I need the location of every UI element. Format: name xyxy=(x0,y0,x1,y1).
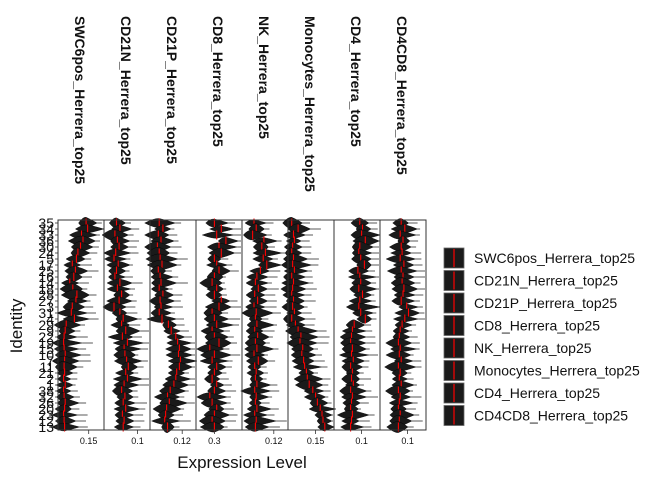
panels xyxy=(51,217,427,433)
facet-panel xyxy=(144,218,197,433)
y-tick-label: 23 xyxy=(38,407,54,423)
x-tick-label: 0.15 xyxy=(307,436,325,446)
y-tick-label: 30 xyxy=(38,239,54,255)
x-axis-ticks: 0.15 0.1 0.12 0.3 0.12 0.15 0.1 0.1 xyxy=(80,430,414,446)
facet-title: CD21N_Herrera_top25 xyxy=(118,16,134,165)
legend-label: CD4CD8_Herrera_top25 xyxy=(474,408,628,424)
facet-title: NK_Herrera_top25 xyxy=(256,16,272,139)
y-tick-label: 29 xyxy=(38,317,54,333)
x-tick-label: 0.1 xyxy=(401,436,414,446)
violin xyxy=(258,260,283,270)
x-tick-label: 0.15 xyxy=(80,436,98,446)
violin xyxy=(392,315,419,323)
violin xyxy=(340,423,365,431)
y-tick-label: 27 xyxy=(38,293,54,309)
y-tick-label: 26 xyxy=(38,395,54,411)
legend-key xyxy=(443,270,465,291)
panel-border xyxy=(379,219,427,431)
violin xyxy=(103,248,132,258)
legend-key xyxy=(443,360,465,381)
x-tick-label: 0.12 xyxy=(173,436,191,446)
legend-label: CD21N_Herrera_top25 xyxy=(474,273,618,289)
y-tick-label: 38 xyxy=(38,383,54,399)
y-tick-label: 10 xyxy=(38,347,54,363)
facet-title: CD4_Herrera_top25 xyxy=(348,16,364,147)
violin xyxy=(249,392,270,402)
y-tick-label: 18 xyxy=(38,281,54,297)
violin xyxy=(57,375,72,383)
y-axis-ticks: 3534333630245172516141828273314299221915… xyxy=(38,215,58,435)
y-tick-label: 17 xyxy=(38,257,54,273)
legend-key xyxy=(443,292,465,314)
legend-label: NK_Herrera_top25 xyxy=(474,340,592,356)
y-tick-label: 19 xyxy=(38,335,54,351)
facet-panel xyxy=(240,218,289,432)
y-tick-label: 24 xyxy=(38,245,54,261)
y-tick-label: 1 xyxy=(46,377,54,393)
y-tick-label: 28 xyxy=(38,287,54,303)
violin xyxy=(113,423,135,431)
y-tick-label: 35 xyxy=(38,215,54,231)
legend-key xyxy=(443,315,465,336)
violin xyxy=(246,273,269,281)
facet-title: CD21P_Herrera_top25 xyxy=(164,16,180,164)
y-tick-label: 15 xyxy=(38,341,54,357)
facet-title: CD4CD8_Herrera_top25 xyxy=(394,16,410,175)
y-tick-label: 12 xyxy=(38,413,54,429)
legend-key xyxy=(443,337,465,359)
legend: SWC6pos_Herrera_top25 CD21N_Herrera_top25… xyxy=(443,247,640,426)
x-tick-label: 0.1 xyxy=(131,436,144,446)
x-tick-label: 0.3 xyxy=(208,436,221,446)
violin xyxy=(56,309,88,317)
y-tick-label: 5 xyxy=(46,251,54,267)
facet-title: Monocytes_Herrera_top25 xyxy=(302,16,318,192)
x-tick-label: 0.12 xyxy=(265,436,283,446)
facet-panel xyxy=(51,217,105,432)
y-tick-label: 22 xyxy=(38,329,54,345)
legend-label: CD4_Herrera_top25 xyxy=(474,385,600,401)
y-tick-label: 20 xyxy=(38,401,54,417)
violin xyxy=(112,339,144,347)
y-tick-label: 36 xyxy=(38,233,54,249)
y-tick-label: 4 xyxy=(46,311,54,327)
legend-label: CD21P_Herrera_top25 xyxy=(474,295,617,311)
facet-panel xyxy=(333,217,381,432)
legend-key xyxy=(443,405,465,426)
y-tick-label: 34 xyxy=(38,221,54,237)
y-tick-label: 13 xyxy=(38,419,54,435)
facet-panel xyxy=(195,218,243,433)
violin xyxy=(246,404,273,414)
y-tick-label: 11 xyxy=(39,359,54,375)
y-tick-label: 31 xyxy=(38,305,54,321)
legend-label: Monocytes_Herrera_top25 xyxy=(474,363,640,379)
y-tick-label: 2 xyxy=(46,371,54,387)
violin xyxy=(113,405,141,413)
violin xyxy=(201,231,234,239)
y-tick-label: 21 xyxy=(38,365,54,381)
y-axis-title: Identity xyxy=(7,298,26,353)
facet-panel xyxy=(101,217,151,432)
y-tick-label: 33 xyxy=(38,227,54,243)
facet-title: SWC6pos_Herrera_top25 xyxy=(72,16,88,184)
y-tick-label: 14 xyxy=(38,275,54,291)
y-tick-label: 3 xyxy=(46,299,54,315)
y-tick-label: 9 xyxy=(46,323,54,339)
facet-titles: SWC6pos_Herrera_top25 CD21N_Herrera_top25… xyxy=(72,16,410,192)
legend-key xyxy=(443,382,465,404)
facet-title: CD8_Herrera_top25 xyxy=(210,16,226,147)
facet-panel xyxy=(379,218,427,433)
y-tick-label: 16 xyxy=(38,269,54,285)
legend-label: CD8_Herrera_top25 xyxy=(474,318,600,334)
y-tick-label: 32 xyxy=(38,389,54,405)
legend-label: SWC6pos_Herrera_top25 xyxy=(474,250,635,266)
facet-panel xyxy=(280,217,336,432)
y-tick-label: 7 xyxy=(46,353,54,369)
y-tick-label: 25 xyxy=(38,263,54,279)
x-axis-title: Expression Level xyxy=(177,453,306,472)
x-tick-label: 0.1 xyxy=(355,436,368,446)
violin xyxy=(391,296,416,306)
violin xyxy=(394,308,421,318)
legend-key xyxy=(443,247,465,269)
